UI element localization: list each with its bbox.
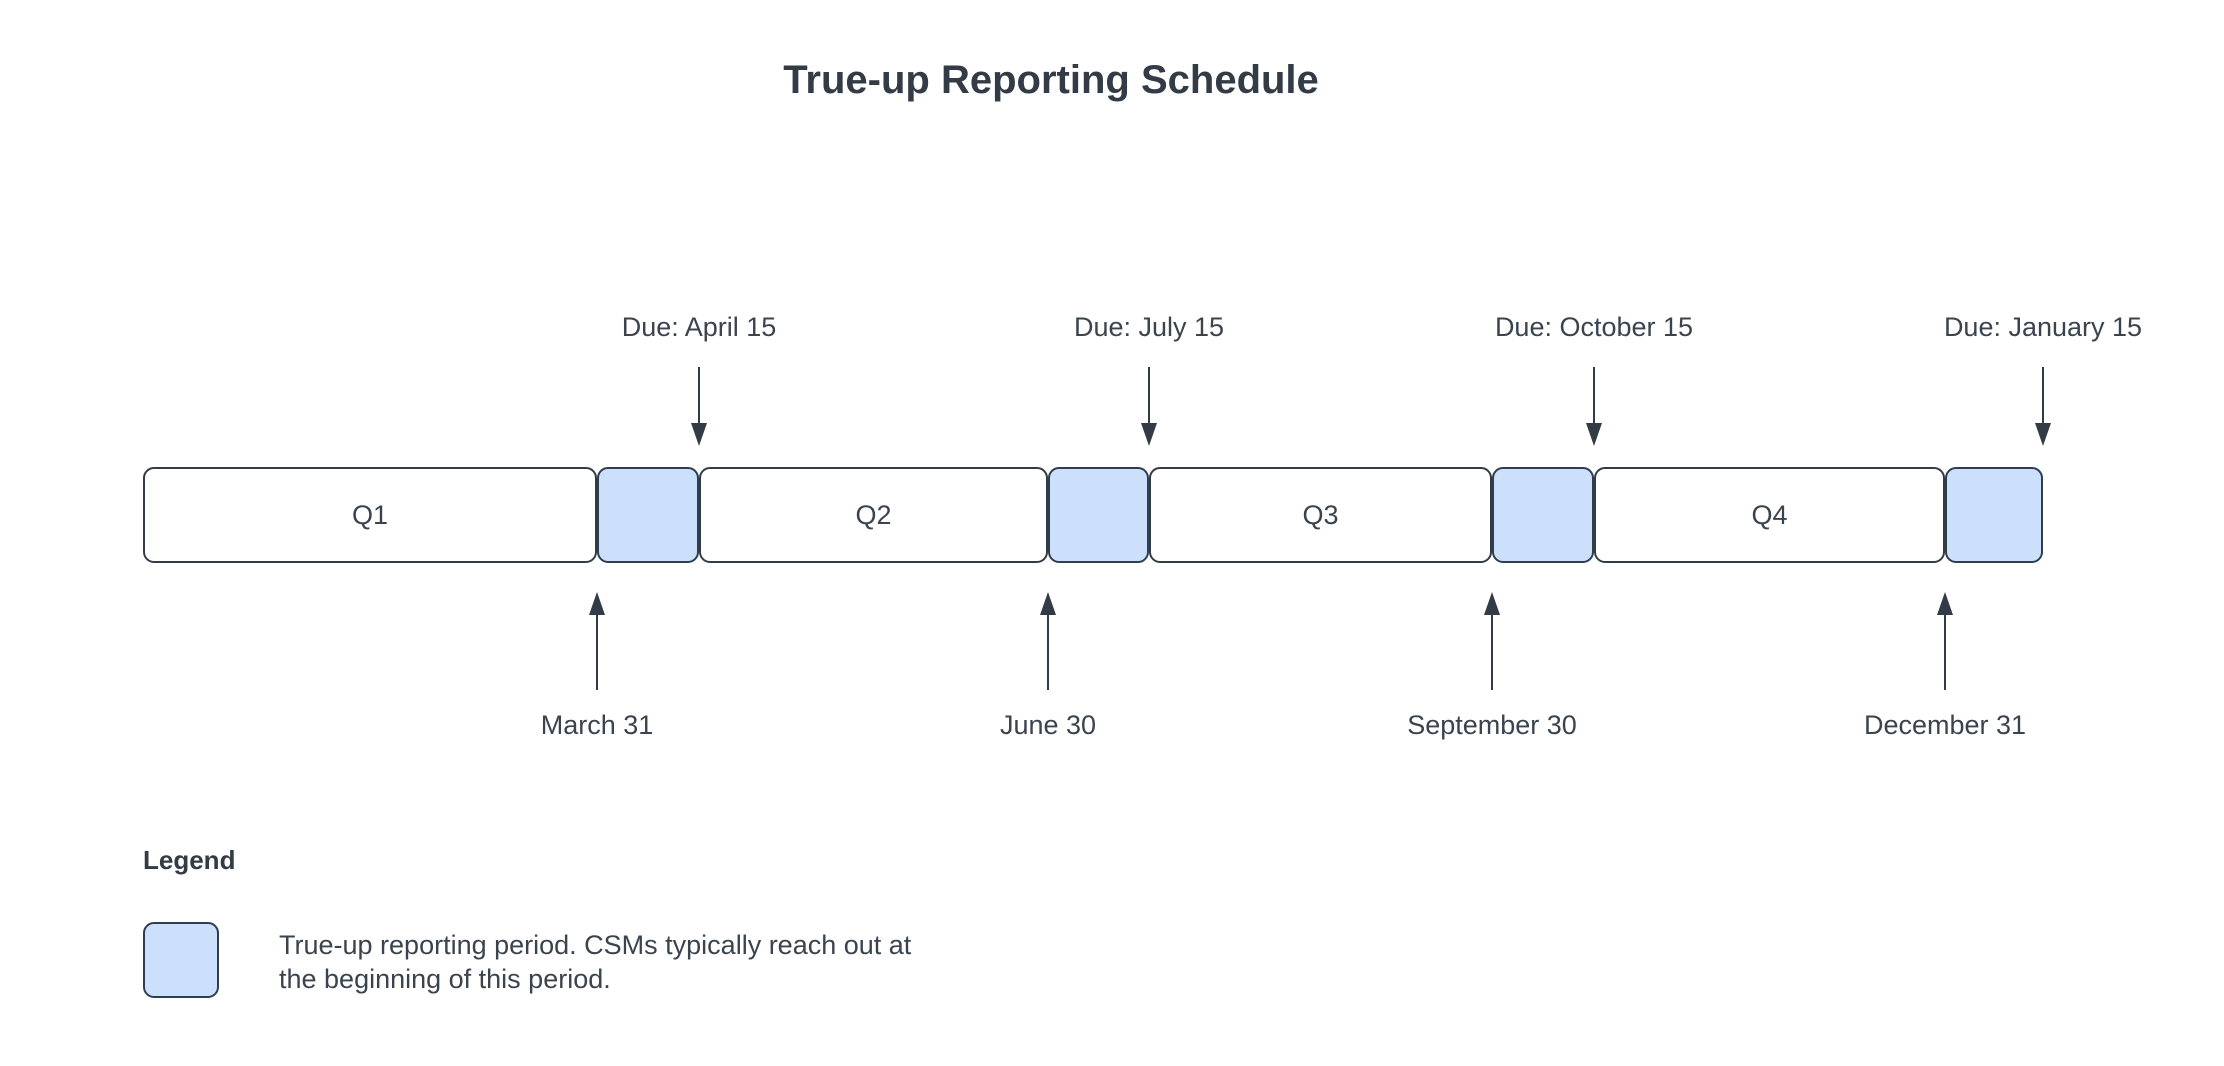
trueup-period-box bbox=[1945, 467, 2043, 563]
legend: Legend True-up reporting period. CSMs ty… bbox=[143, 845, 951, 998]
quarter-end-label: March 31 bbox=[540, 710, 654, 740]
legend-item: True-up reporting period. CSMs typically… bbox=[143, 922, 951, 998]
quarter-box-q3: Q3 bbox=[1149, 467, 1492, 563]
arrow-up-icon bbox=[589, 592, 605, 615]
due-date-label: Due: January 15 bbox=[1943, 312, 2143, 342]
trueup-period-box bbox=[1492, 467, 1594, 563]
arrow-line bbox=[2042, 367, 2044, 423]
quarter-label: Q4 bbox=[1751, 499, 1788, 530]
arrow-line bbox=[1047, 612, 1049, 690]
arrow-line bbox=[1148, 367, 1150, 423]
quarter-box-q2: Q2 bbox=[699, 467, 1048, 563]
quarter-label: Q2 bbox=[855, 499, 892, 530]
quarter-box-q1: Q1 bbox=[143, 467, 597, 563]
trueup-period-box bbox=[1048, 467, 1149, 563]
timeline-bar: Q1 Q2 Q3 Q4 bbox=[143, 467, 2043, 563]
arrow-down-icon bbox=[2035, 423, 2051, 446]
trueup-period-swatch bbox=[143, 922, 219, 998]
quarter-end-label: December 31 bbox=[1863, 710, 2027, 740]
arrow-down-icon bbox=[1586, 423, 1602, 446]
due-date-label: Due: April 15 bbox=[621, 312, 777, 342]
arrow-up-icon bbox=[1937, 592, 1953, 615]
arrow-line bbox=[1944, 612, 1946, 690]
quarter-label: Q1 bbox=[351, 499, 389, 530]
arrow-line bbox=[596, 612, 598, 690]
quarter-end-label: September 30 bbox=[1407, 710, 1577, 740]
page-title: True-up Reporting Schedule bbox=[783, 58, 1319, 102]
arrow-down-icon bbox=[691, 423, 707, 446]
trueup-period-box bbox=[597, 467, 699, 563]
arrow-line bbox=[1593, 367, 1595, 423]
quarter-end-label: June 30 bbox=[999, 710, 1097, 740]
due-date-label: Due: October 15 bbox=[1494, 312, 1694, 342]
quarter-box-q4: Q4 bbox=[1594, 467, 1945, 563]
arrow-line bbox=[698, 367, 700, 423]
legend-item-text: True-up reporting period. CSMs typically… bbox=[279, 930, 912, 994]
quarter-label: Q3 bbox=[1302, 499, 1339, 530]
legend-heading: Legend bbox=[143, 845, 236, 875]
arrow-down-icon bbox=[1141, 423, 1157, 446]
arrow-up-icon bbox=[1484, 592, 1500, 615]
arrow-line bbox=[1491, 612, 1493, 690]
arrow-up-icon bbox=[1040, 592, 1056, 615]
due-date-label: Due: July 15 bbox=[1073, 312, 1225, 342]
